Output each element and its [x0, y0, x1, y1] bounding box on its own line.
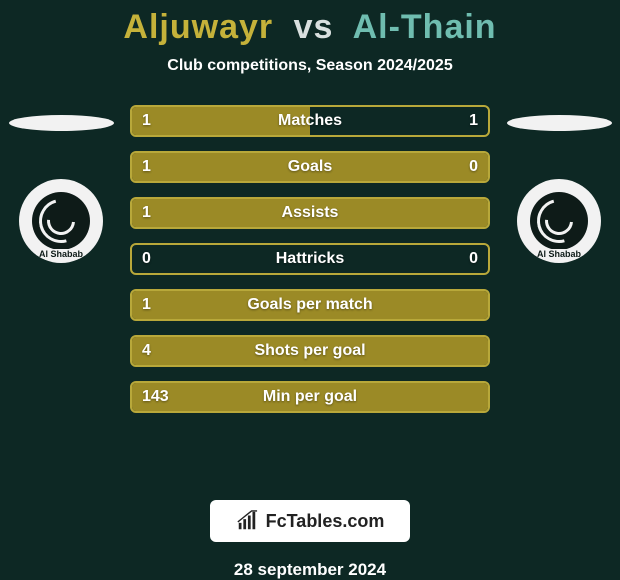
vs-text: vs: [294, 8, 334, 46]
subtitle: Club competitions, Season 2024/2025: [167, 57, 452, 75]
stat-left-value: 1: [142, 296, 151, 314]
right-crest-label: Al Shabab: [534, 249, 584, 259]
footer: FcTables.com 28 september 2024: [210, 500, 411, 580]
stat-left-value: 1: [142, 158, 151, 176]
brand-badge: FcTables.com: [210, 500, 411, 542]
stat-label: Goals per match: [247, 296, 372, 314]
stat-row: 1 Goals 0: [130, 151, 490, 183]
stat-row: 1 Goals per match: [130, 289, 490, 321]
stat-left-value: 4: [142, 342, 151, 360]
main-area: Al Shabab Al Shabab 1 Matches 1 1 Goals 0 1 Ass…: [0, 105, 620, 492]
stat-row: 1 Matches 1: [130, 105, 490, 137]
left-team-badge: Al Shabab: [6, 115, 116, 263]
stat-label: Shots per goal: [254, 342, 365, 360]
left-flag-icon: [9, 115, 114, 131]
stat-row: 1 Assists: [130, 197, 490, 229]
stat-left-value: 0: [142, 250, 151, 268]
stat-left-value: 1: [142, 112, 151, 130]
right-crest-icon: Al Shabab: [517, 179, 601, 263]
content: Aljuwayr vs Al-Thain Club competitions, …: [0, 0, 620, 580]
stat-label: Matches: [278, 112, 342, 130]
stat-right-value: 1: [469, 112, 478, 130]
stat-row: 143 Min per goal: [130, 381, 490, 413]
date-text: 28 september 2024: [234, 560, 386, 580]
stat-row: 0 Hattricks 0: [130, 243, 490, 275]
player1-name: Aljuwayr: [123, 8, 273, 46]
stat-label: Assists: [282, 204, 339, 222]
stat-right-value: 0: [469, 158, 478, 176]
stat-left-value: 143: [142, 388, 169, 406]
stat-label: Hattricks: [276, 250, 344, 268]
left-crest-label: Al Shabab: [36, 249, 86, 259]
left-crest-icon: Al Shabab: [19, 179, 103, 263]
right-flag-icon: [507, 115, 612, 131]
stat-label: Min per goal: [263, 388, 357, 406]
chart-icon: [236, 510, 258, 532]
stat-left-value: 1: [142, 204, 151, 222]
stat-label: Goals: [288, 158, 332, 176]
right-team-badge: Al Shabab: [504, 115, 614, 263]
comparison-card: Aljuwayr vs Al-Thain Club competitions, …: [0, 0, 620, 580]
player2-name: Al-Thain: [353, 8, 497, 46]
stat-row: 4 Shots per goal: [130, 335, 490, 367]
brand-text: FcTables.com: [266, 511, 385, 532]
page-title: Aljuwayr vs Al-Thain: [123, 8, 496, 47]
stat-right-value: 0: [469, 250, 478, 268]
stat-rows: 1 Matches 1 1 Goals 0 1 Assists 0 Hattricks 0 1 Goal…: [130, 105, 490, 413]
